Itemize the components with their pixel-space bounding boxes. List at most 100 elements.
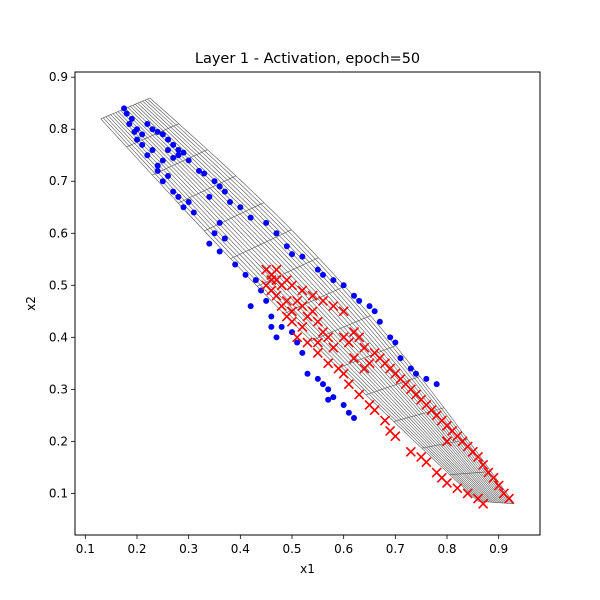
mesh-line-v (125, 108, 497, 503)
y-tick-label: 0.3 (49, 382, 68, 396)
red-x-point (297, 321, 308, 332)
blue-dot-point (170, 188, 177, 195)
blue-dot-point (325, 386, 332, 393)
blue-dot-point (263, 219, 270, 226)
blue-dot-point (165, 147, 171, 154)
red-x-point (312, 337, 323, 348)
red-x-point (348, 353, 360, 364)
blue-dot-point (185, 199, 192, 206)
blue-dot-point (325, 396, 332, 403)
blue-dot-point (134, 136, 140, 143)
red-x-point (354, 389, 365, 400)
chart-title: Layer 1 - Activation, epoch=50 (195, 51, 420, 67)
y-axis-label: x2 (24, 296, 38, 311)
blue-dot-point (144, 121, 151, 128)
blue-dot-point (232, 261, 239, 268)
red-x-point (431, 410, 442, 421)
red-x-point (354, 332, 365, 343)
blue-dot-point (154, 128, 161, 135)
blue-dot-point (330, 277, 337, 284)
red-x-point (395, 373, 406, 384)
x-tick-label: 0.4 (231, 542, 250, 556)
red-x-point (390, 431, 401, 442)
red-x-point (323, 358, 334, 369)
blue-dot-point (227, 199, 233, 206)
y-tick-label: 0.8 (49, 122, 68, 136)
blue-dot-point (392, 339, 399, 346)
blue-dot-point (159, 131, 166, 138)
x-tick-label: 0.5 (282, 542, 301, 556)
red-x-point (312, 316, 323, 327)
red-x-point (276, 301, 287, 312)
blue-dot-point (190, 209, 197, 216)
red-x-point (328, 301, 339, 312)
red-x-point (302, 337, 313, 348)
x-tick-label: 0.3 (179, 542, 198, 556)
blue-dot-point (201, 170, 208, 177)
blue-dot-point (268, 313, 275, 320)
x-tick-label: 0.9 (489, 542, 508, 556)
blue-dot-point (159, 157, 166, 164)
blue-dot-point (320, 271, 326, 278)
blue-dot-point (149, 126, 156, 133)
red-x-point (359, 342, 370, 353)
blue-dot-point (175, 147, 182, 154)
blue-dot-point (294, 339, 301, 346)
blue-dot-point (211, 230, 218, 237)
red-x-point (421, 457, 432, 468)
blue-dot-point (413, 370, 419, 377)
blue-dot-point (263, 297, 270, 304)
blue-dot-point (126, 121, 133, 128)
blue-dot-point (356, 297, 363, 304)
blue-dot-point (289, 251, 295, 258)
red-x-point (297, 301, 308, 312)
blue-dot-point (340, 282, 347, 289)
x-axis-label: x1 (300, 562, 315, 576)
y-tick-label: 0.9 (49, 70, 68, 84)
red-x-point (343, 337, 354, 348)
blue-dot-point (123, 110, 130, 117)
red-x-point (312, 347, 323, 358)
y-tick-label: 0.5 (49, 278, 68, 292)
y-tick-label: 0.6 (49, 226, 68, 240)
red-x-point (405, 446, 416, 457)
blue-dot-point (154, 162, 161, 169)
blue-dot-point (221, 188, 228, 195)
blue-dot-point (159, 178, 166, 185)
red-x-point (369, 405, 380, 416)
mesh-line-v (137, 102, 506, 504)
mesh-line-v (127, 107, 499, 503)
blue-dot-point (121, 105, 128, 112)
blue-dot-point (314, 375, 321, 382)
blue-dot-point (273, 230, 280, 237)
blue-dot-point (273, 334, 280, 341)
blue-dot-point (221, 235, 228, 242)
mesh-line-v (144, 99, 511, 504)
y-tick-label: 0.1 (49, 486, 68, 500)
red-x-point (271, 290, 282, 301)
blue-dot-point (268, 323, 275, 330)
blue-dot-point (387, 334, 394, 341)
blue-dot-point (299, 349, 306, 356)
red-x-point (452, 483, 463, 494)
x-tick-label: 0.6 (334, 542, 353, 556)
red-x-point (441, 436, 453, 447)
mesh-line-v (147, 98, 513, 504)
mesh-line-v (132, 105, 502, 504)
plot-frame (74, 71, 541, 536)
blue-dot-point (144, 152, 151, 159)
x-axis-ticks: 0.1 0.2 0.3 0.4 0.5 0.6 0.7 0.8 0.9 (76, 535, 508, 556)
blue-dot-point (330, 394, 337, 401)
blue-dot-point (345, 409, 352, 416)
red-x-point (271, 264, 282, 275)
x-tick-label: 0.8 (437, 542, 456, 556)
y-tick-label: 0.4 (49, 330, 68, 344)
mesh-line-v (120, 110, 493, 503)
x-tick-label: 0.1 (76, 542, 95, 556)
blue-dot-point (314, 266, 321, 273)
blue-dot-point (170, 141, 177, 148)
red-x-point (328, 342, 339, 353)
red-x-point (317, 295, 329, 306)
